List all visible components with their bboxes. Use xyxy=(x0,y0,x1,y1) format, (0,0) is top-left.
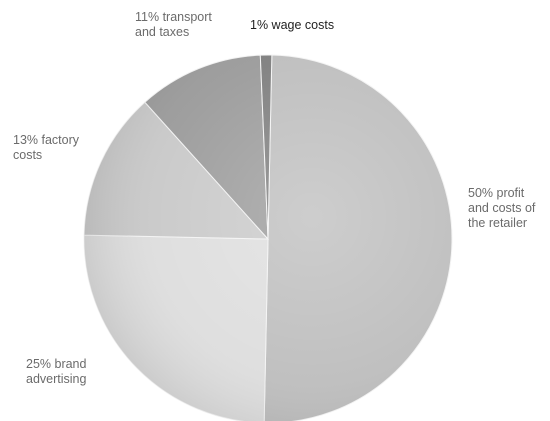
pie-shading xyxy=(84,55,452,421)
slice-label-brand-advertising: 25% brand advertising xyxy=(26,357,87,386)
slice-label-factory-costs: 13% factory costs xyxy=(13,133,80,162)
slice-label-wage-costs: 1% wage costs xyxy=(250,18,335,32)
slice-label-transport-taxes: 11% transport and taxes xyxy=(135,10,212,39)
slice-label-retailer: 50% profit and costs of the retailer xyxy=(468,186,536,230)
